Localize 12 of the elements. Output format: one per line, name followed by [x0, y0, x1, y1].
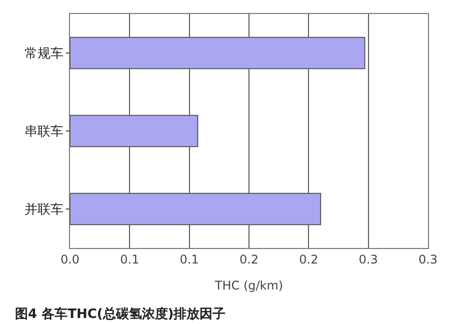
y-tick-label: 常规车: [24, 46, 64, 62]
x-axis-title: THC (g/km): [214, 278, 284, 292]
x-tick-label: 0.1: [180, 252, 199, 266]
y-tick-label: 并联车: [24, 202, 64, 218]
y-tick-label: 串联车: [24, 124, 64, 140]
x-tick-label: 0.3: [418, 252, 438, 266]
x-tick-label: 0.3: [358, 252, 378, 266]
x-tick-label: 0.2: [299, 252, 318, 266]
text: 图4 各车THC(总碳氢浓度)排放因子: [15, 306, 226, 322]
x-tick-label: 0.1: [120, 252, 140, 266]
x-tick-label: 0.0: [60, 252, 80, 266]
x-tick-label: 0.2: [239, 252, 259, 266]
